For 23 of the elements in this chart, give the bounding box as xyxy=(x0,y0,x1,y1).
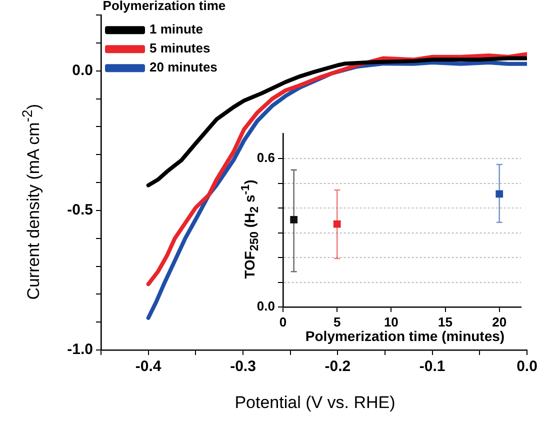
x-tick-label: 10 xyxy=(384,314,398,330)
legend-label: 20 minutes xyxy=(150,60,218,75)
legend-label: 1 minute xyxy=(150,22,203,37)
x-tick-label: 5 xyxy=(333,314,341,330)
x-tick-label: 0.0 xyxy=(516,358,538,376)
x-tick-label: -0.2 xyxy=(324,358,351,376)
x-axis-title: Potential (V vs. RHE) xyxy=(234,393,396,413)
x-tick-label: 20 xyxy=(492,314,507,330)
x-tick-label: -0.3 xyxy=(230,358,256,376)
point xyxy=(496,190,504,198)
x-tick-label: -0.4 xyxy=(135,358,162,376)
point xyxy=(290,216,298,224)
y-tick-label: 0.0 xyxy=(72,62,93,79)
x-axis-title: Polymerization time (minutes) xyxy=(304,328,506,344)
x-tick-label: 0 xyxy=(279,314,287,330)
legend-label: 5 minutes xyxy=(150,40,210,56)
x-tick-label: -0.1 xyxy=(419,358,446,376)
point xyxy=(333,220,341,228)
x-tick-label: 15 xyxy=(438,314,453,330)
y-tick-label: -0.5 xyxy=(67,202,93,219)
y-tick-label: -1.0 xyxy=(67,341,93,358)
y-tick-label: 0.6 xyxy=(256,150,275,166)
legend-title: Polymerization time xyxy=(102,0,226,14)
